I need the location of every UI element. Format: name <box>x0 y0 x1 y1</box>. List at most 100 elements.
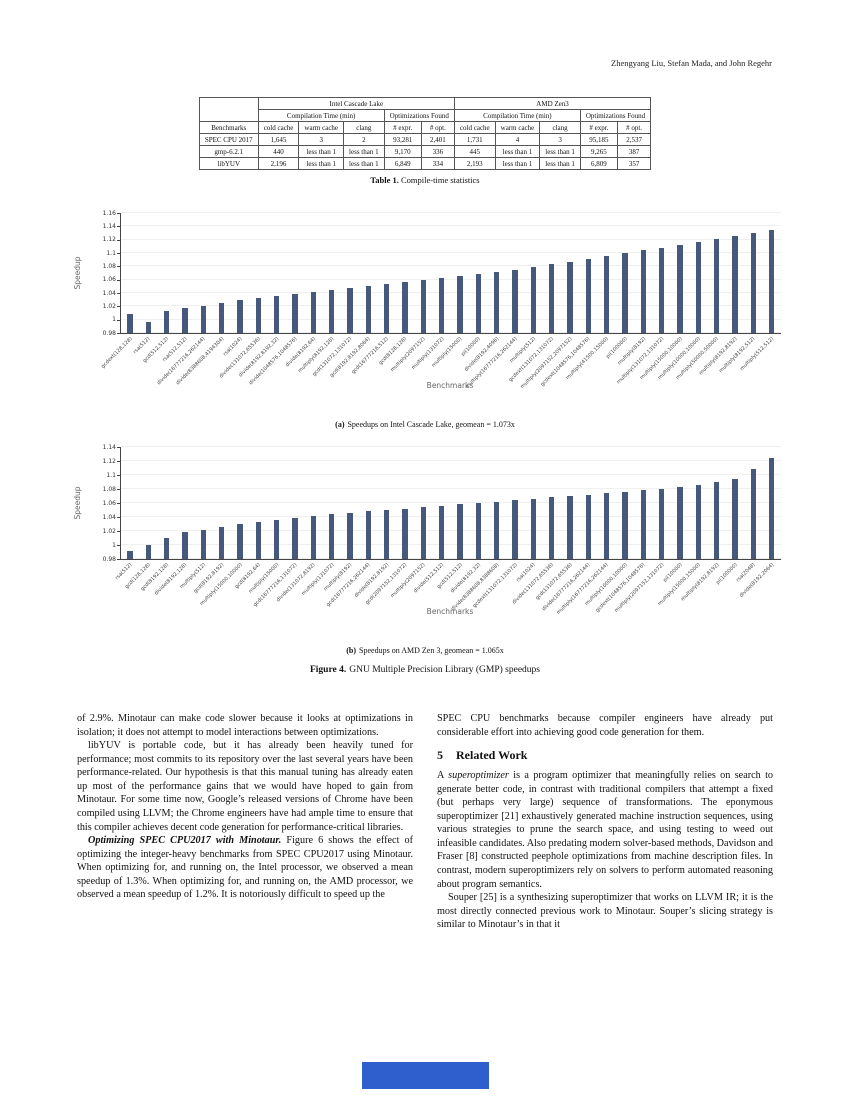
bar <box>603 493 610 559</box>
gridline <box>121 318 781 320</box>
table-cell: 4 <box>494 133 541 146</box>
bar <box>237 524 243 559</box>
bar <box>457 504 463 559</box>
paragraph: A superoptimizer is a program optimizer … <box>437 770 773 890</box>
bar <box>163 311 170 333</box>
figure-4: Speedup 0.98 1 1.02 1.04 1.06 1.08 1.1 1.12 1.14 1… <box>0 205 850 675</box>
table-cell: 3 <box>298 133 345 146</box>
bar <box>622 491 628 559</box>
bar <box>163 538 170 559</box>
subcaption-a-text: Speedups on Intel Cascade Lake, geomean … <box>347 420 515 429</box>
bar <box>567 261 573 333</box>
bar <box>127 550 133 559</box>
table-group-intel: Intel Cascade Lake <box>257 97 455 110</box>
table-cell: 9,170 <box>383 145 422 158</box>
bar <box>750 233 757 333</box>
table-subgroup: Optimizations Found <box>383 109 455 122</box>
table-cell: 1,731 <box>453 133 496 146</box>
bar <box>200 305 207 333</box>
table-cell: 2,196 <box>257 157 300 170</box>
table-cell: 6,809 <box>579 157 619 170</box>
bar <box>585 494 592 559</box>
table-cell: 95,185 <box>579 133 619 146</box>
y-tick-label: 1.04 <box>102 289 116 297</box>
y-tick-mark <box>117 475 120 476</box>
table-subgroup: Optimizations Found <box>579 109 652 122</box>
bar <box>493 272 500 333</box>
table-subgroup: Compilation Time (min) <box>257 109 385 122</box>
bar <box>768 457 775 559</box>
table-cell: SPEC CPU 2017 <box>198 133 259 146</box>
table-cell: libYUV <box>198 157 259 170</box>
subcaption-b-label: (b) <box>346 646 357 655</box>
table-col: clang <box>343 121 385 134</box>
bar <box>255 298 262 333</box>
bar <box>750 469 757 559</box>
paragraph: Souper [25] is a synthesizing superoptim… <box>437 892 773 931</box>
y-tick-label: 1.12 <box>102 236 116 244</box>
right-column: SPEC CPU benchmarks because compiler eng… <box>437 712 773 932</box>
bar <box>292 294 298 333</box>
table-cell: less than 1 <box>343 145 385 158</box>
table-cell: 445 <box>453 145 496 158</box>
y-tick-label: 1.14 <box>102 443 116 451</box>
y-tick-label: 1.08 <box>102 262 116 270</box>
bar <box>658 489 665 559</box>
table-row: gmp-6.2.1 440 less than 1 less than 1 9,170 3… <box>198 145 652 158</box>
body-text: of 2.9%. Minotaur can make code slower b… <box>77 712 773 932</box>
bar <box>548 264 555 333</box>
bar <box>658 247 665 333</box>
subcaption-b: (b) Speedups on AMD Zen 3, geomean = 1.06… <box>0 646 850 655</box>
bar <box>713 482 720 559</box>
y-tick-mark <box>117 333 120 334</box>
y-tick-mark <box>117 279 120 281</box>
y-tick-mark <box>117 461 120 462</box>
y-tick-mark <box>117 531 120 532</box>
gridline <box>121 474 781 475</box>
table-cell: 93,281 <box>383 133 422 146</box>
bar <box>512 269 518 333</box>
bar <box>475 503 482 559</box>
bar <box>603 256 610 333</box>
bar <box>457 276 463 333</box>
paragraph: libYUV is portable code, but it has alre… <box>77 740 413 833</box>
table-caption: Table 1. Compile-time statistics <box>0 175 850 185</box>
bar <box>383 510 390 559</box>
table-cell: 3 <box>539 133 581 146</box>
table-row: SPEC CPU 2017 1,645 3 2 93,281 2,401 1,731 4 3 95… <box>198 133 652 146</box>
table-col: warm cache <box>298 121 345 134</box>
table-group-header-row: Intel Cascade Lake AMD Zen3 <box>198 97 652 122</box>
y-tick-label: 0.98 <box>102 329 116 337</box>
bar <box>512 500 518 559</box>
y-tick-label: 0.98 <box>102 555 116 563</box>
bar <box>218 303 225 333</box>
table-col: # expr. <box>579 121 619 134</box>
gridline <box>121 278 781 280</box>
compile-time-table: Intel Cascade Lake AMD Zen3 Compilation … <box>198 97 652 170</box>
bar <box>310 292 317 333</box>
bar <box>622 253 628 333</box>
bar <box>732 478 738 559</box>
y-tick-label: 1.06 <box>102 276 116 284</box>
table-col: clang <box>539 121 581 134</box>
y-tick-mark <box>117 239 120 241</box>
y-tick-label: 1 <box>112 541 116 549</box>
table-col: # expr. <box>383 121 422 134</box>
table-group-amd: AMD Zen3 <box>453 97 652 110</box>
bar <box>530 267 537 333</box>
y-tick-label: 1 <box>112 316 116 324</box>
y-tick-label: 1.08 <box>102 485 116 493</box>
gridline <box>121 558 781 559</box>
paragraph: SPEC CPU benchmarks because compiler eng… <box>437 713 773 738</box>
bar <box>237 300 243 333</box>
y-tick-label: 1.14 <box>102 222 116 230</box>
y-tick-label: 1.02 <box>102 527 116 535</box>
table-row: libYUV 2,196 less than 1 less than 1 6,849 33… <box>198 157 652 170</box>
y-tick-mark <box>117 447 120 448</box>
bar <box>292 517 298 559</box>
x-axis-title: Benchmarks <box>426 607 474 616</box>
y-tick-label: 1.04 <box>102 513 116 521</box>
bar <box>695 484 702 559</box>
bottom-blue-box <box>362 1062 489 1089</box>
